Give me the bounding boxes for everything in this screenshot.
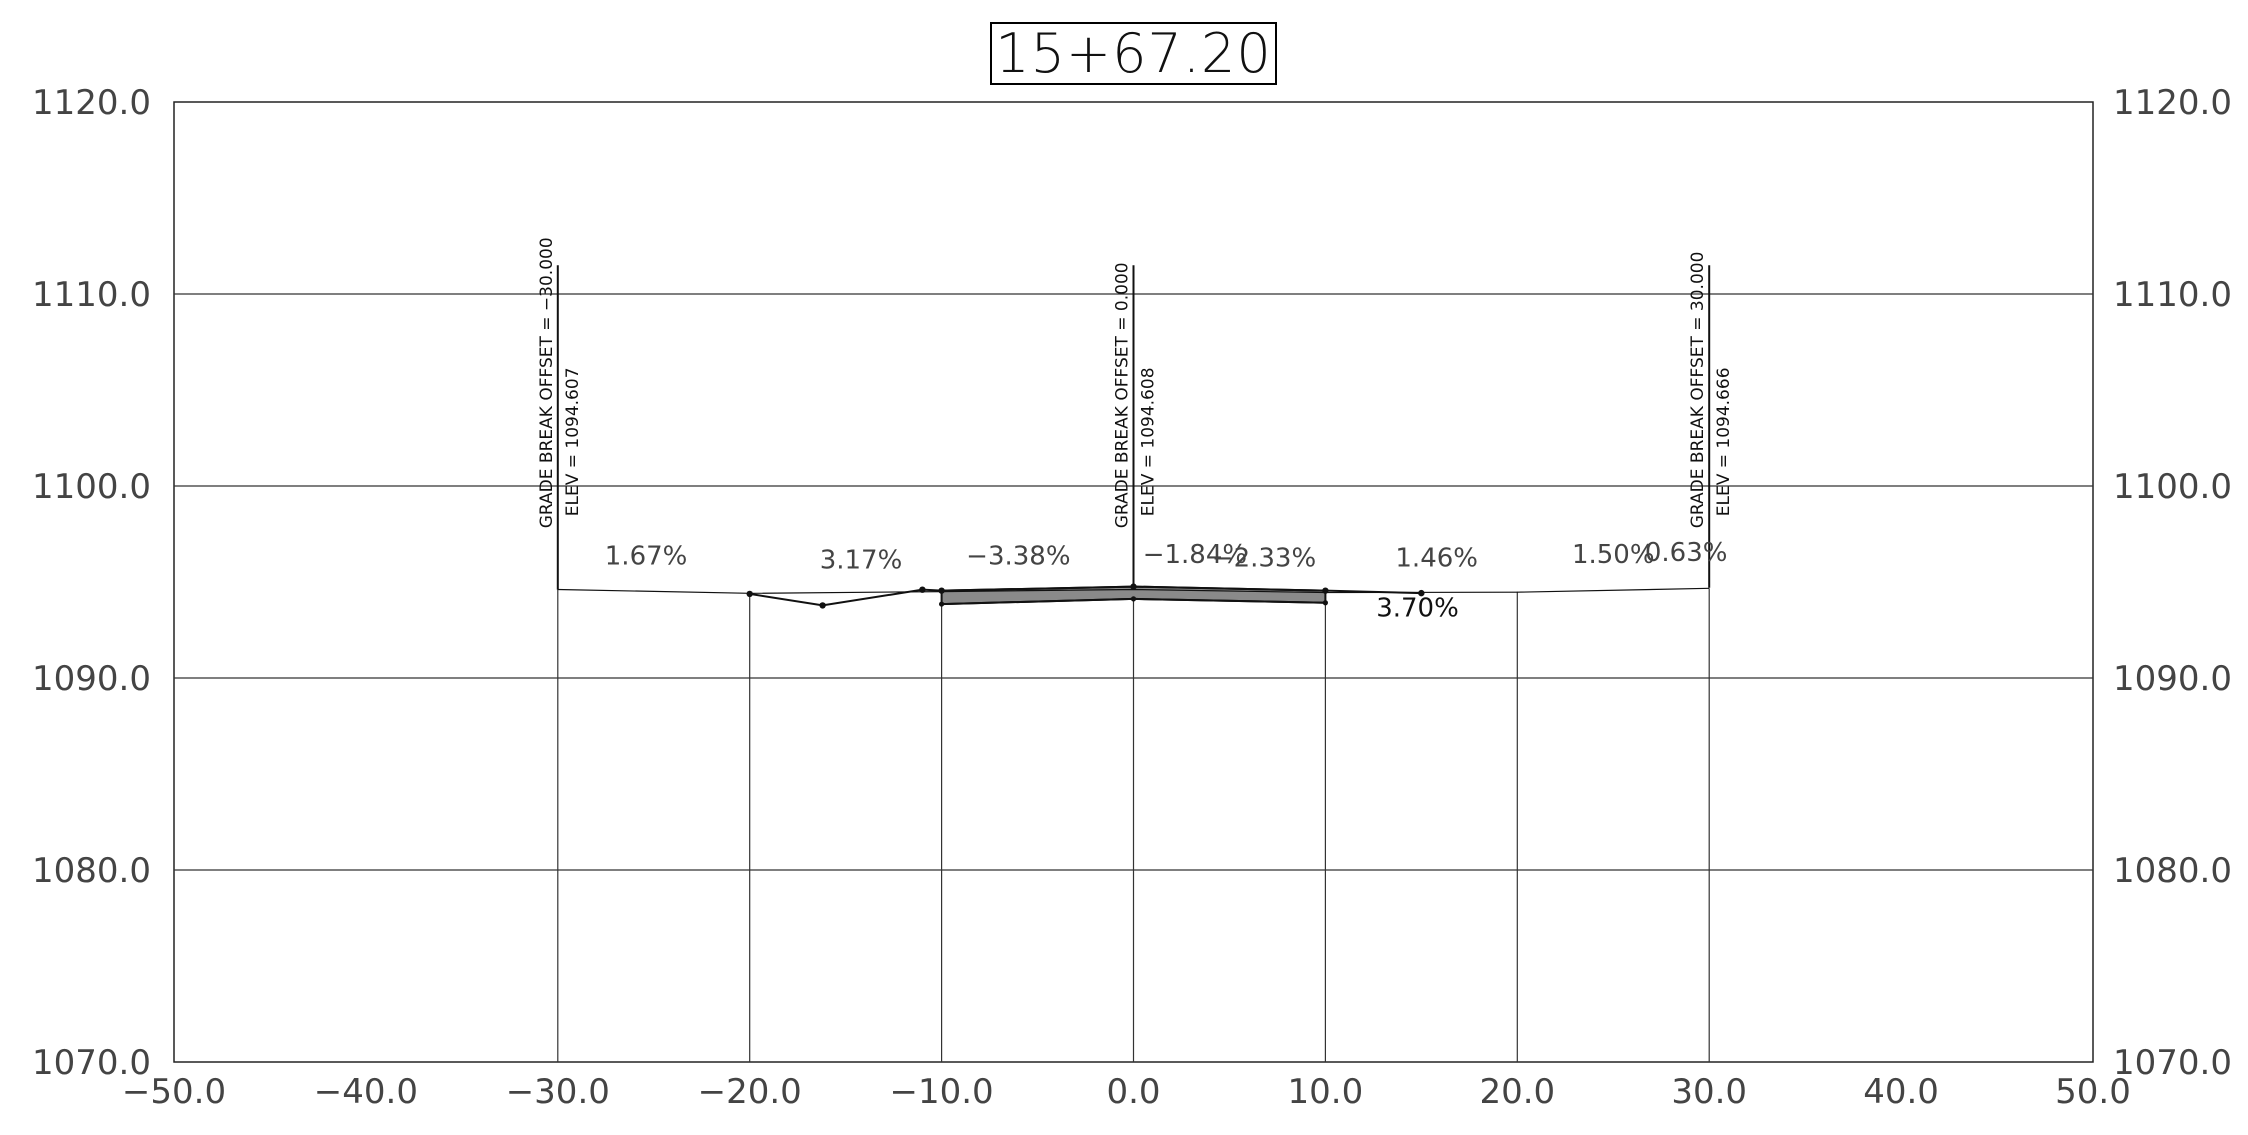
grade-break-offset-label: GRADE BREAK OFFSET = −30.000	[537, 237, 557, 528]
y-tick-label-left: 1110.0	[32, 275, 151, 315]
slope-label: 0.63%	[1645, 538, 1728, 568]
slope-label: 3.17%	[820, 546, 903, 576]
grade-break-elev-label: ELEV = 1094.608	[1139, 367, 1159, 516]
grade-break-offset-label: GRADE BREAK OFFSET = 30.000	[1688, 252, 1708, 529]
y-tick-label-right: 1120.0	[2113, 83, 2232, 123]
y-tick-label-left: 1080.0	[32, 851, 151, 891]
section-point	[1130, 583, 1137, 590]
x-tick-label: −30.0	[506, 1072, 610, 1112]
grade-break-elev-label: ELEV = 1094.607	[563, 367, 583, 516]
station-title: 15+67.20	[990, 22, 1277, 85]
y-tick-label-left: 1070.0	[32, 1043, 151, 1083]
y-tick-label-left: 1120.0	[32, 83, 151, 123]
y-tick-label-left: 1100.0	[32, 467, 151, 507]
slope-label: −1.84%	[1143, 540, 1247, 570]
x-tick-label: 30.0	[1671, 1072, 1747, 1112]
y-tick-label-right: 1080.0	[2113, 851, 2232, 891]
x-tick-label: −50.0	[122, 1072, 226, 1112]
section-point	[939, 601, 945, 607]
slope-label: −2.33%	[1212, 544, 1316, 574]
y-tick-label-left: 1090.0	[32, 659, 151, 699]
grade-break-offset-label: GRADE BREAK OFFSET = 0.000	[1113, 262, 1133, 528]
section-point	[919, 586, 926, 593]
slope-label: −3.38%	[966, 542, 1070, 572]
slope-annotation: 3.70%	[1376, 594, 1459, 624]
y-tick-label-right: 1110.0	[2113, 275, 2232, 315]
x-tick-label: −40.0	[314, 1072, 418, 1112]
section-point	[819, 602, 826, 609]
slope-label: 1.50%	[1572, 540, 1655, 570]
x-tick-label: 40.0	[1863, 1072, 1939, 1112]
grade-break-elev-label: ELEV = 1094.666	[1714, 367, 1734, 516]
x-tick-label: 50.0	[2055, 1072, 2131, 1112]
x-tick-label: 0.0	[1106, 1072, 1160, 1112]
x-tick-label: 20.0	[1479, 1072, 1555, 1112]
y-tick-label-right: 1100.0	[2113, 467, 2232, 507]
section-point	[1322, 600, 1328, 606]
slope-label: 1.46%	[1395, 544, 1478, 574]
x-tick-label: 10.0	[1288, 1072, 1364, 1112]
x-tick-label: −10.0	[889, 1072, 993, 1112]
x-tick-label: −20.0	[698, 1072, 802, 1112]
section-point	[1130, 596, 1137, 602]
section-point	[1418, 589, 1425, 597]
section-point	[938, 587, 945, 594]
y-tick-label-right: 1090.0	[2113, 659, 2232, 699]
slope-label: 1.67%	[605, 542, 688, 572]
section-point	[746, 590, 753, 598]
section-point	[1322, 587, 1329, 594]
y-tick-label-right: 1070.0	[2113, 1043, 2232, 1083]
